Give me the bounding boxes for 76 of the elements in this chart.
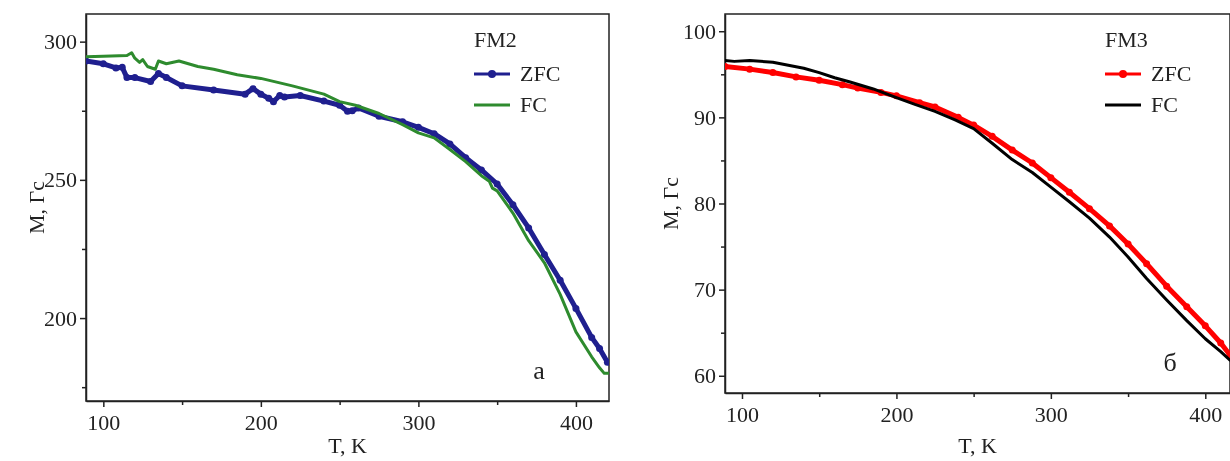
- point: [348, 107, 356, 115]
- point: [603, 358, 609, 366]
- legend-label: ZFC: [520, 61, 561, 86]
- point: [280, 93, 288, 101]
- annotation: a: [533, 356, 546, 385]
- point: [414, 123, 422, 131]
- point: [1047, 174, 1055, 182]
- point: [1143, 260, 1151, 268]
- point: [210, 86, 218, 94]
- y-tick-label: 70: [694, 277, 716, 303]
- point: [540, 250, 548, 258]
- point: [815, 76, 823, 84]
- x-tick-label: 300: [1034, 401, 1068, 427]
- point: [596, 344, 604, 352]
- y-tick-label: 200: [44, 305, 77, 331]
- legend-title: FM3: [1105, 27, 1148, 52]
- point: [1124, 240, 1132, 248]
- point: [265, 94, 273, 102]
- x-tick-label: 400: [559, 409, 593, 435]
- x-tick-label: 400: [1189, 401, 1223, 427]
- point: [1085, 205, 1093, 213]
- point: [1008, 146, 1016, 154]
- point: [430, 130, 438, 138]
- point: [112, 64, 120, 72]
- point: [296, 92, 304, 100]
- point: [178, 82, 186, 90]
- point: [131, 74, 139, 82]
- x-tick-label: 200: [244, 409, 278, 435]
- x-tick-label: 300: [402, 409, 436, 435]
- x-tick-label: 100: [725, 401, 759, 427]
- legend-label: FC: [520, 92, 547, 117]
- y-tick-label: 300: [44, 29, 77, 55]
- point: [1201, 322, 1209, 330]
- point: [118, 63, 126, 71]
- point: [838, 81, 846, 89]
- point: [988, 132, 996, 140]
- legend-title: FM2: [474, 27, 517, 52]
- x-axis-title: T, K: [328, 433, 367, 458]
- point: [1183, 303, 1191, 311]
- point: [320, 97, 328, 105]
- point: [769, 69, 777, 77]
- point: [493, 180, 501, 188]
- x-tick-label: 100: [87, 409, 121, 435]
- point: [588, 333, 596, 341]
- legend-label: ZFC: [1151, 61, 1192, 86]
- point: [154, 69, 162, 77]
- point: [1106, 222, 1114, 230]
- point: [241, 90, 249, 98]
- legend-label: FC: [1151, 92, 1178, 117]
- point: [1217, 339, 1225, 347]
- point: [257, 90, 265, 98]
- x-tick-label: 200: [880, 401, 914, 427]
- point: [99, 60, 107, 68]
- point: [792, 73, 800, 81]
- point: [556, 276, 564, 284]
- y-axis-title: M, Гс: [658, 176, 683, 231]
- point: [477, 166, 485, 174]
- point: [525, 224, 533, 232]
- y-tick-label: 100: [683, 18, 716, 44]
- point: [1028, 159, 1036, 167]
- point: [509, 201, 517, 209]
- point: [572, 304, 580, 312]
- point: [269, 98, 277, 106]
- point: [1065, 188, 1073, 196]
- point: [162, 74, 170, 82]
- point: [1163, 282, 1171, 290]
- y-tick-label: 60: [694, 363, 716, 389]
- point: [123, 74, 131, 82]
- x-axis-title: T, K: [958, 433, 997, 458]
- point: [147, 77, 155, 85]
- point: [446, 140, 454, 148]
- annotation: б: [1163, 348, 1177, 377]
- y-tick-label: 90: [694, 104, 716, 130]
- point: [249, 85, 257, 93]
- y-tick-label: 80: [694, 191, 716, 217]
- point: [746, 65, 754, 73]
